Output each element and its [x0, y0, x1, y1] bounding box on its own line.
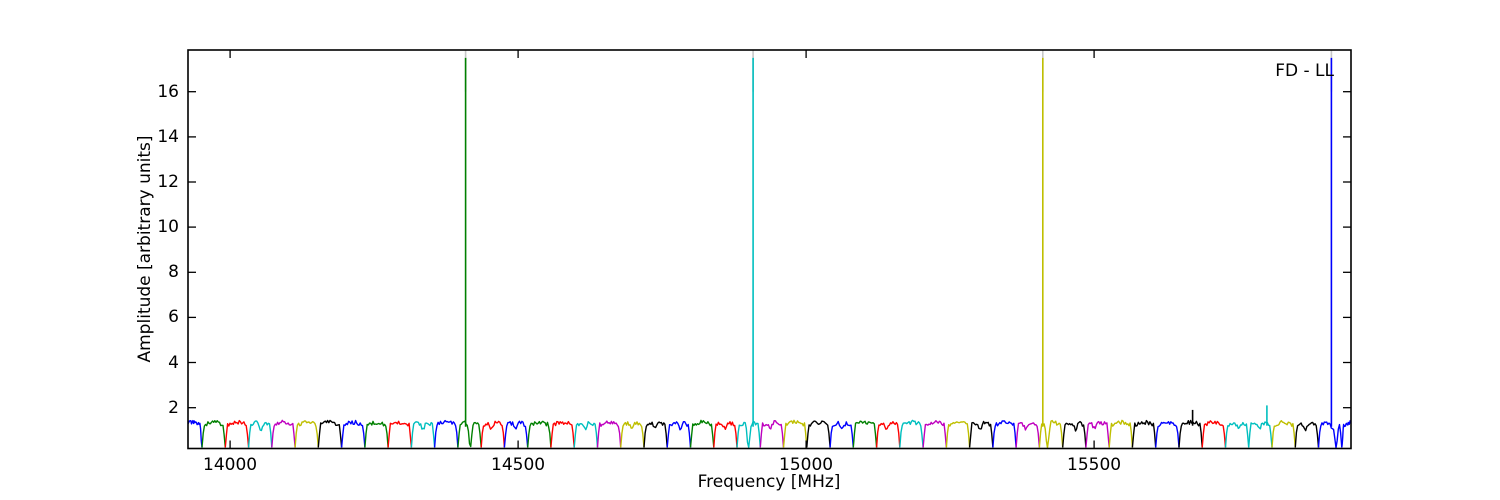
y-tick-label: 4: [168, 352, 179, 373]
baseline-segment: [596, 420, 622, 448]
y-tick-label: 10: [157, 217, 179, 238]
baseline-segment: [503, 420, 529, 448]
baseline-segment: [527, 420, 552, 448]
axes-box: [187, 49, 1352, 450]
baseline-segment: [1248, 421, 1273, 448]
baseline-segment: [620, 421, 645, 448]
baseline-segment: [643, 421, 668, 448]
x-axis-label: Frequency [MHz]: [697, 472, 841, 492]
baseline-segment: [1131, 419, 1157, 448]
baseline-segment: [922, 420, 948, 448]
baseline-segment: [1155, 421, 1180, 448]
baseline-segment: [1178, 419, 1203, 448]
baseline-segment: [387, 420, 413, 448]
y-axis-label: Amplitude [arbitrary units]: [135, 135, 155, 363]
baseline-segment: [992, 420, 1017, 448]
baseline-segment: [1062, 420, 1087, 448]
baseline-segment: [410, 421, 436, 448]
baseline-segment: [550, 420, 575, 448]
baseline-segment: [852, 420, 878, 448]
baseline-segment: [187, 419, 203, 448]
baseline-segment: [713, 421, 738, 448]
baseline-segment: [829, 420, 854, 448]
x-tick-label: 15000: [779, 455, 834, 475]
y-tick-label: 2: [168, 397, 179, 418]
baseline-segment: [573, 421, 599, 448]
baseline-segment: [433, 419, 459, 448]
baseline-segment: [875, 421, 901, 448]
baseline-segment: [480, 420, 506, 448]
baseline-segment: [1317, 421, 1343, 449]
x-tick-label: 14000: [203, 455, 258, 475]
baseline-segment: [1224, 421, 1250, 448]
baseline-segment: [224, 419, 250, 448]
x-tick-label: 15500: [1067, 455, 1122, 475]
baseline-segment: [782, 419, 808, 448]
y-tick-label: 6: [168, 307, 179, 328]
baseline-segment: [364, 420, 389, 448]
baseline-segment: [1294, 421, 1320, 448]
baseline-segment: [317, 419, 343, 448]
baseline-segment: [457, 420, 482, 448]
baseline-segment: [806, 420, 831, 448]
baseline-segment: [666, 421, 692, 448]
baseline-segment: [968, 420, 994, 448]
baseline-segment: [1341, 420, 1352, 448]
baseline-segment: [247, 420, 273, 448]
y-tick-label: 8: [168, 262, 179, 283]
baseline-segment: [1085, 420, 1110, 448]
baseline-segment: [294, 420, 319, 448]
y-tick-label: 14: [157, 126, 179, 147]
baseline-segment: [1108, 419, 1134, 448]
baseline-segment: [689, 419, 715, 448]
baseline-segment: [1201, 420, 1227, 448]
baseline-segment: [340, 419, 366, 448]
baseline-segment: [201, 420, 226, 448]
baseline-segment: [759, 420, 785, 448]
baseline-segment: [1271, 420, 1296, 448]
y-tick-label: 16: [157, 81, 179, 102]
baseline-segment: [271, 419, 296, 448]
baseline-segment: [1015, 422, 1041, 448]
baseline-segment: [945, 421, 971, 448]
series-label: FD - LL: [1275, 61, 1334, 81]
baseline-segment: [736, 420, 761, 449]
baseline-segment: [899, 419, 924, 448]
y-tick-label: 12: [157, 172, 179, 192]
x-tick-label: 14500: [491, 455, 546, 475]
